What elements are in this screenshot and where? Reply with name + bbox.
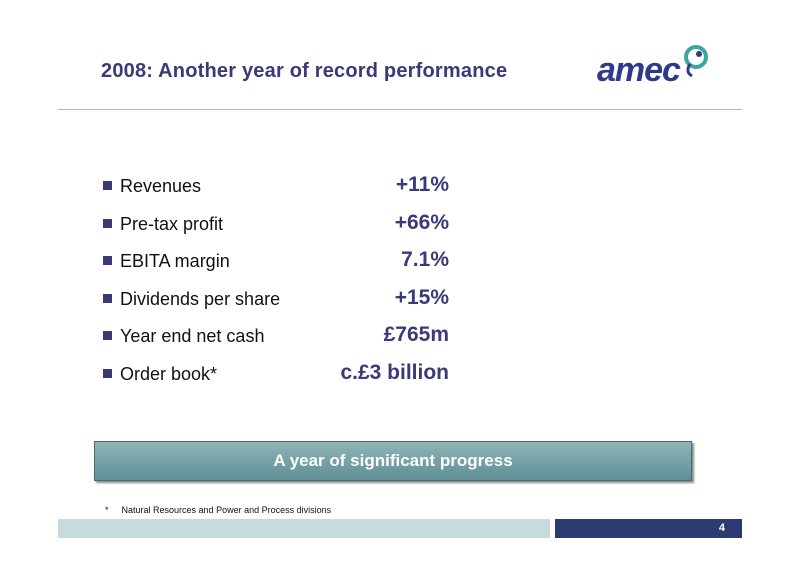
bullet-square-icon xyxy=(103,368,112,378)
list-item: Year end net cash £765m xyxy=(101,322,461,360)
metric-value: £765m xyxy=(383,323,449,346)
footer-page-box: 4 xyxy=(555,519,742,538)
bullet-square-icon xyxy=(103,181,112,190)
metric-label: Order book* xyxy=(120,363,218,384)
footer-bar xyxy=(58,519,550,538)
footnote: * Natural Resources and Power and Proces… xyxy=(105,505,331,515)
metric-value: 7.1% xyxy=(401,248,449,271)
bullet-square-icon xyxy=(103,218,112,228)
metric-value: +66% xyxy=(394,210,449,234)
list-item: EBITA margin 7.1% xyxy=(101,247,461,285)
bullet-square-icon xyxy=(103,331,112,340)
metric-value: +11% xyxy=(395,173,449,196)
metric-label: EBITA margin xyxy=(120,251,230,271)
metric-label: Dividends per share xyxy=(120,288,281,309)
logo-swirl-icon xyxy=(684,45,708,78)
metric-label: Year end net cash xyxy=(120,326,265,346)
page-number: 4 xyxy=(718,522,725,534)
logo-wordmark: amec xyxy=(597,51,681,89)
metric-label: Pre-tax profit xyxy=(120,213,224,234)
list-item: Revenues +11% xyxy=(101,172,461,210)
list-item: Order book* c.£3 billion xyxy=(101,360,461,398)
bullet-square-icon xyxy=(103,256,112,265)
page-title: 2008: Another year of record performance xyxy=(101,60,508,82)
metric-label: Revenues xyxy=(120,176,202,196)
metric-value: +15% xyxy=(394,285,449,309)
footnote-marker: * xyxy=(105,505,109,515)
bullet-square-icon xyxy=(103,293,112,303)
amec-logo: amec xyxy=(597,44,717,92)
metrics-list: Revenues +11% Pre-tax profit +66% EBITA … xyxy=(101,172,461,397)
summary-banner: A year of significant progress xyxy=(94,441,692,481)
header-divider xyxy=(58,109,742,110)
list-item: Pre-tax profit +66% xyxy=(101,210,461,248)
list-item: Dividends per share +15% xyxy=(101,285,461,323)
footnote-text: Natural Resources and Power and Process … xyxy=(121,505,332,515)
metric-value: c.£3 billion xyxy=(340,360,449,384)
